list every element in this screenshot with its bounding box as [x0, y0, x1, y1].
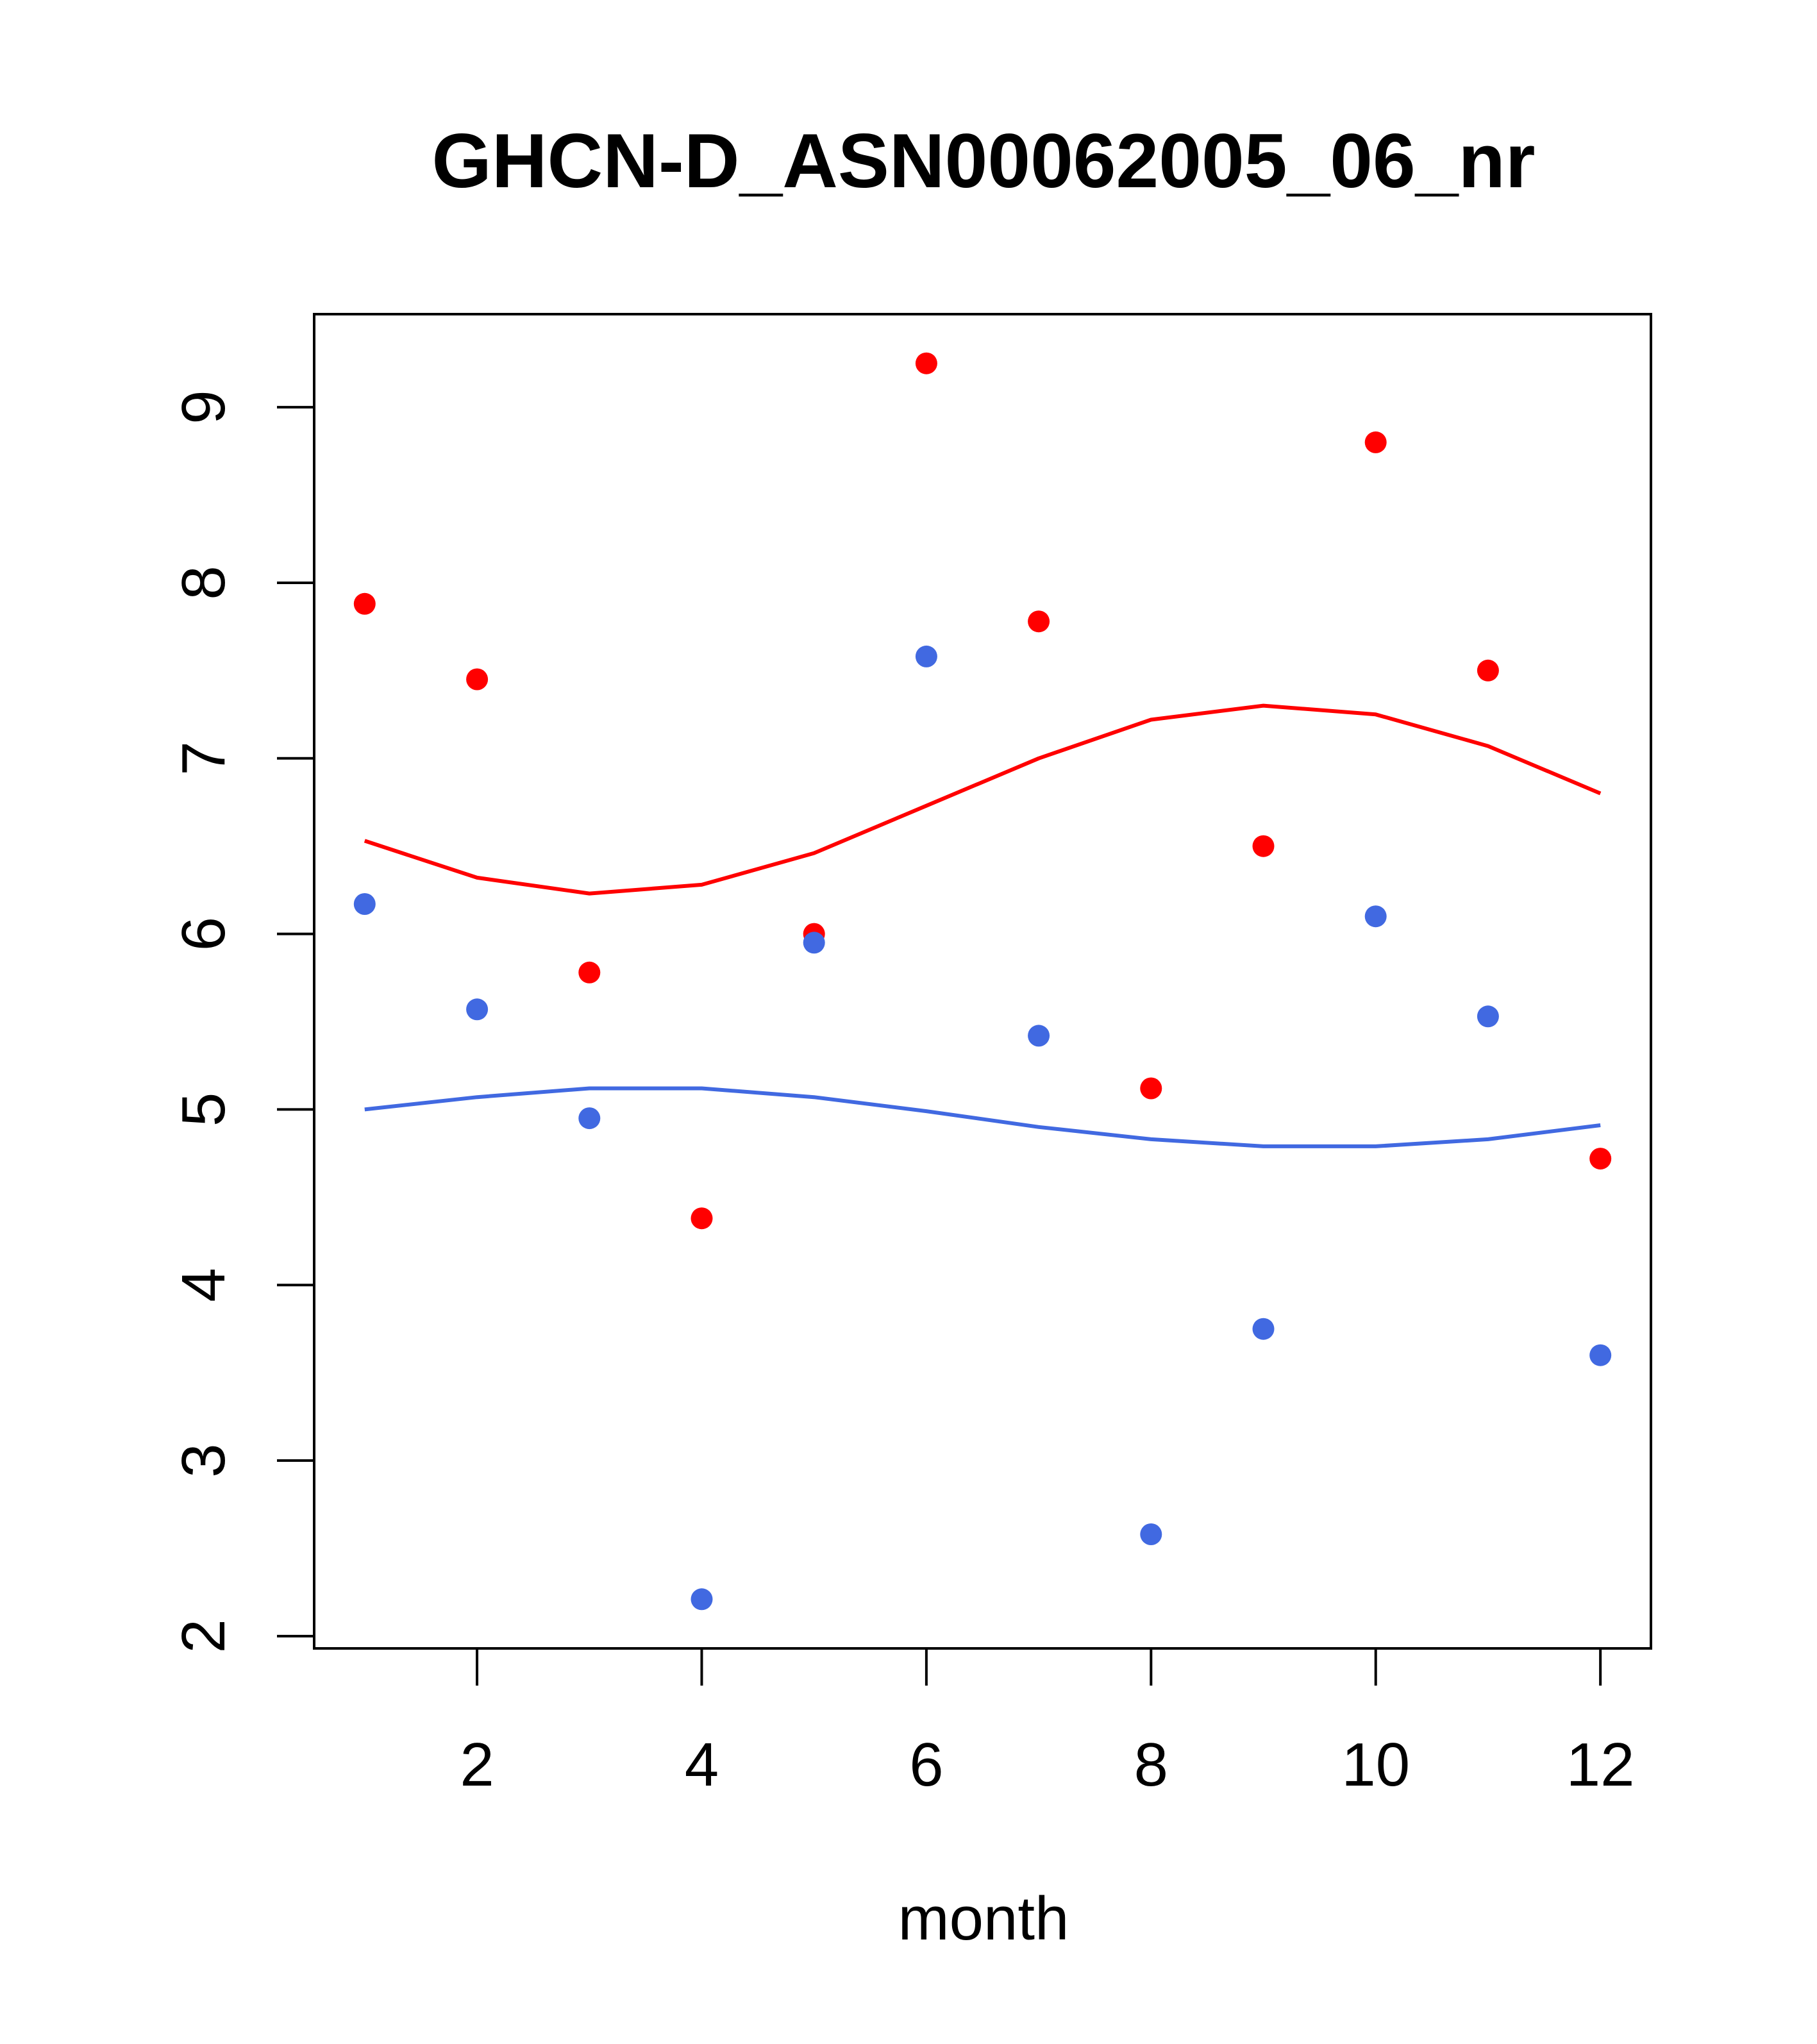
x-tick-label-4: 4 — [685, 1730, 719, 1799]
y-tick-label-2: 2 — [169, 1619, 238, 1653]
series-1-point-3 — [578, 1107, 601, 1130]
series-0-point-9 — [1252, 835, 1275, 857]
series-1-point-7 — [1028, 1025, 1050, 1047]
y-tick-label-7: 7 — [169, 741, 238, 775]
x-tick-label-6: 6 — [909, 1730, 943, 1799]
data-layer — [353, 352, 1612, 1611]
plot-frame — [313, 313, 1652, 1650]
axes-layer: 2 4 6 8 10 12 2 3 4 5 6 7 8 9 — [169, 390, 1635, 1799]
x-tick-label-2: 2 — [460, 1730, 494, 1799]
y-tick-label-9: 9 — [169, 390, 238, 424]
series-1-point-8 — [1140, 1523, 1162, 1545]
series-1-point-4 — [691, 1588, 713, 1611]
series-0-point-3 — [578, 961, 601, 984]
series-0-point-1 — [353, 592, 376, 615]
x-tick-label-10: 10 — [1341, 1730, 1410, 1799]
series-1-point-1 — [353, 893, 376, 915]
y-tick-label-5: 5 — [169, 1093, 238, 1127]
series-1-point-12 — [1589, 1344, 1612, 1366]
series-1-point-10 — [1364, 905, 1387, 928]
series-0-point-11 — [1477, 659, 1499, 682]
series-1-point-2 — [466, 998, 489, 1021]
y-tick-label-3: 3 — [169, 1443, 238, 1477]
x-tick-label-8: 8 — [1134, 1730, 1168, 1799]
y-tick-label-4: 4 — [169, 1268, 238, 1302]
series-1-point-9 — [1252, 1318, 1275, 1340]
series-1-point-6 — [915, 645, 937, 667]
y-tick-label-6: 6 — [169, 917, 238, 951]
series-0-point-12 — [1589, 1148, 1612, 1170]
series-3-line — [364, 1086, 1601, 1148]
chart-title: GHCN-D_ASN00062005_06_nr — [432, 118, 1536, 204]
series-0-point-10 — [1364, 431, 1387, 453]
y-tick-label-8: 8 — [169, 565, 238, 599]
x-axis-label: month — [898, 1884, 1069, 1953]
series-0-point-7 — [1028, 610, 1050, 633]
series-1-point-5 — [803, 932, 825, 954]
series-0-point-8 — [1140, 1077, 1162, 1100]
series-2-line — [364, 703, 1602, 896]
series-1-point-11 — [1477, 1005, 1499, 1028]
series-0-point-2 — [466, 668, 489, 691]
series-0-point-6 — [915, 352, 937, 374]
series-0-point-4 — [691, 1207, 713, 1230]
x-tick-label-12: 12 — [1566, 1730, 1635, 1799]
